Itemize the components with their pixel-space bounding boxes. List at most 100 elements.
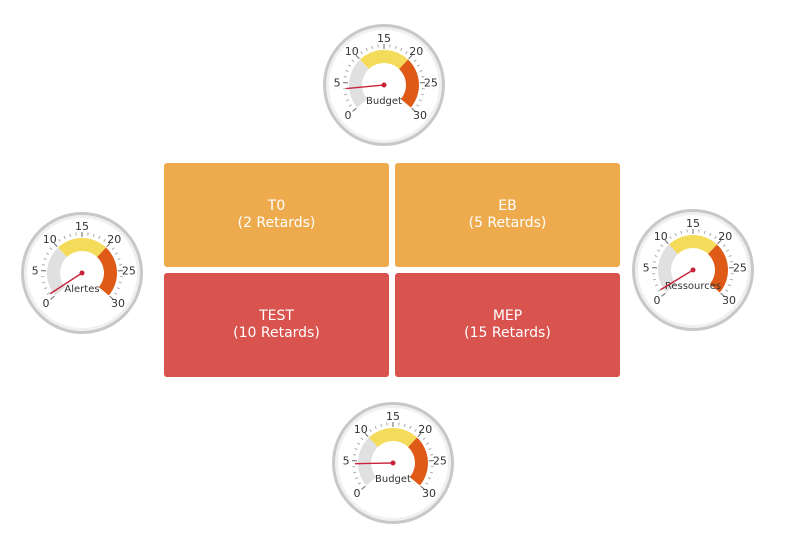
ressources-gauge: 0 5 10 15 20 25 30 Ressources: [630, 207, 756, 333]
gauge-needle: [49, 272, 83, 295]
gauge-tick: [727, 284, 732, 287]
tile-mep[interactable]: MEP (15 Retards): [395, 273, 620, 377]
gauge-tick: [49, 247, 53, 250]
gauge-tick: [420, 93, 424, 96]
gauge-tick: [116, 287, 121, 290]
gauge-tick-label: 20: [718, 230, 732, 243]
gauge-tick: [117, 258, 121, 261]
gauge-tick: [360, 50, 363, 55]
gauge-tick: [345, 70, 349, 73]
gauge-tick: [344, 93, 348, 96]
gauge-band: [47, 247, 67, 296]
gauge-tick-label: 5: [643, 261, 650, 274]
gauge-tick-label: 5: [334, 76, 341, 89]
gauge-tick: [657, 249, 661, 252]
tile-eb[interactable]: EB (5 Retards): [395, 163, 620, 267]
gauge-tick: [714, 235, 717, 240]
gauge-tick: [680, 230, 683, 234]
gauge-tick: [351, 59, 355, 62]
tile-delay-count: (5 Retards): [468, 215, 547, 231]
tile-delay-count: (10 Retards): [233, 325, 320, 341]
gauge-tick-label: 20: [418, 423, 432, 436]
gauge-tick: [92, 233, 95, 237]
gauge-tick-label: 15: [377, 32, 391, 45]
gauge-tick: [106, 242, 111, 248]
gauge-tick: [725, 249, 729, 252]
gauge-tick: [664, 239, 669, 245]
gauge-dial: 0 5 10 15 20 25 30 Budget: [323, 24, 445, 146]
gauge-tick: [413, 59, 417, 62]
gauge-tick: [403, 423, 406, 427]
gauge-caption: Budget: [375, 474, 411, 485]
gauge-tick: [118, 281, 122, 284]
budget-gauge-top: 0 5 10 15 20 25 30 Budget: [321, 22, 447, 148]
gauge-tick: [348, 64, 352, 67]
gauge-tick-label: 0: [353, 487, 360, 500]
gauge-tick: [657, 289, 661, 292]
gauge-tick: [43, 258, 47, 261]
gauge-tick: [411, 107, 416, 112]
gauge-tick: [352, 107, 357, 112]
gauge-tick-label: 30: [722, 294, 736, 307]
gauge-tick: [654, 255, 658, 258]
gauge-tick: [394, 45, 397, 49]
gauge-tick: [365, 47, 368, 52]
phase-tiles-grid: T0 (2 Retards) EB (5 Retards) TEST (10 R…: [164, 163, 620, 378]
gauge-tick-label: 0: [344, 109, 351, 122]
gauge-needle-hub: [79, 270, 85, 276]
gauge-tick: [353, 471, 357, 474]
gauge-tick: [111, 247, 115, 250]
gauge-tick-label: 10: [43, 233, 57, 246]
gauge-tick: [421, 75, 425, 78]
tile-test[interactable]: TEST (10 Retards): [164, 273, 389, 377]
gauge-tick: [46, 292, 50, 295]
gauge-tick: [729, 278, 733, 281]
gauge-tick: [114, 252, 118, 255]
gauge-tick: [46, 252, 50, 255]
tile-delay-count: (2 Retards): [237, 215, 316, 231]
gauge-tick: [430, 453, 434, 456]
gauge-tick: [371, 45, 374, 49]
tile-title: EB: [498, 198, 517, 214]
gauge-tick: [345, 99, 350, 102]
gauge-tick: [654, 284, 659, 287]
gauge-band: [708, 244, 728, 293]
gauge-dial: 0 5 10 15 20 25 30 Budget: [332, 402, 454, 524]
gauge-tick-label: 25: [424, 76, 438, 89]
gauge-tick: [420, 485, 425, 490]
gauge-tick: [417, 432, 422, 438]
gauge-tick: [41, 263, 45, 266]
gauge-tick-label: 30: [111, 297, 125, 310]
gauge-tick: [369, 428, 372, 433]
gauge-tick: [357, 482, 361, 485]
gauge-tick: [103, 238, 106, 243]
gauge-tick: [722, 244, 726, 247]
gauge-band: [408, 437, 428, 486]
gauge-tick: [728, 255, 732, 258]
gauge-tick-label: 10: [654, 230, 668, 243]
gauge-band: [358, 437, 378, 486]
gauge-tick-label: 0: [653, 294, 660, 307]
gauge-tick: [53, 242, 58, 248]
gauge-tick-label: 15: [386, 410, 400, 423]
gauge-tick: [429, 471, 433, 474]
gauge-tick-label: 5: [32, 264, 39, 277]
gauge-needle: [660, 269, 694, 291]
gauge-caption: Ressources: [665, 281, 721, 292]
gauge-needle: [354, 462, 394, 465]
gauge-tick-label: 25: [433, 454, 447, 467]
gauge-tick: [109, 295, 114, 300]
gauge-tick-label: 30: [413, 109, 427, 122]
gauge-tick-label: 15: [686, 217, 700, 230]
gauge-tick-label: 10: [345, 45, 359, 58]
gauge-band: [399, 59, 419, 108]
gauge-tick: [416, 104, 420, 107]
gauge-tick: [416, 64, 420, 67]
gauge-tick: [652, 260, 656, 263]
gauge-tick: [58, 238, 61, 243]
gauge-tick: [425, 442, 429, 445]
budget-gauge-bottom: 0 5 10 15 20 25 30 Budget: [330, 400, 456, 526]
tile-t0[interactable]: T0 (2 Retards): [164, 163, 389, 267]
gauge-tick: [425, 482, 429, 485]
gauge-tick: [354, 477, 359, 480]
